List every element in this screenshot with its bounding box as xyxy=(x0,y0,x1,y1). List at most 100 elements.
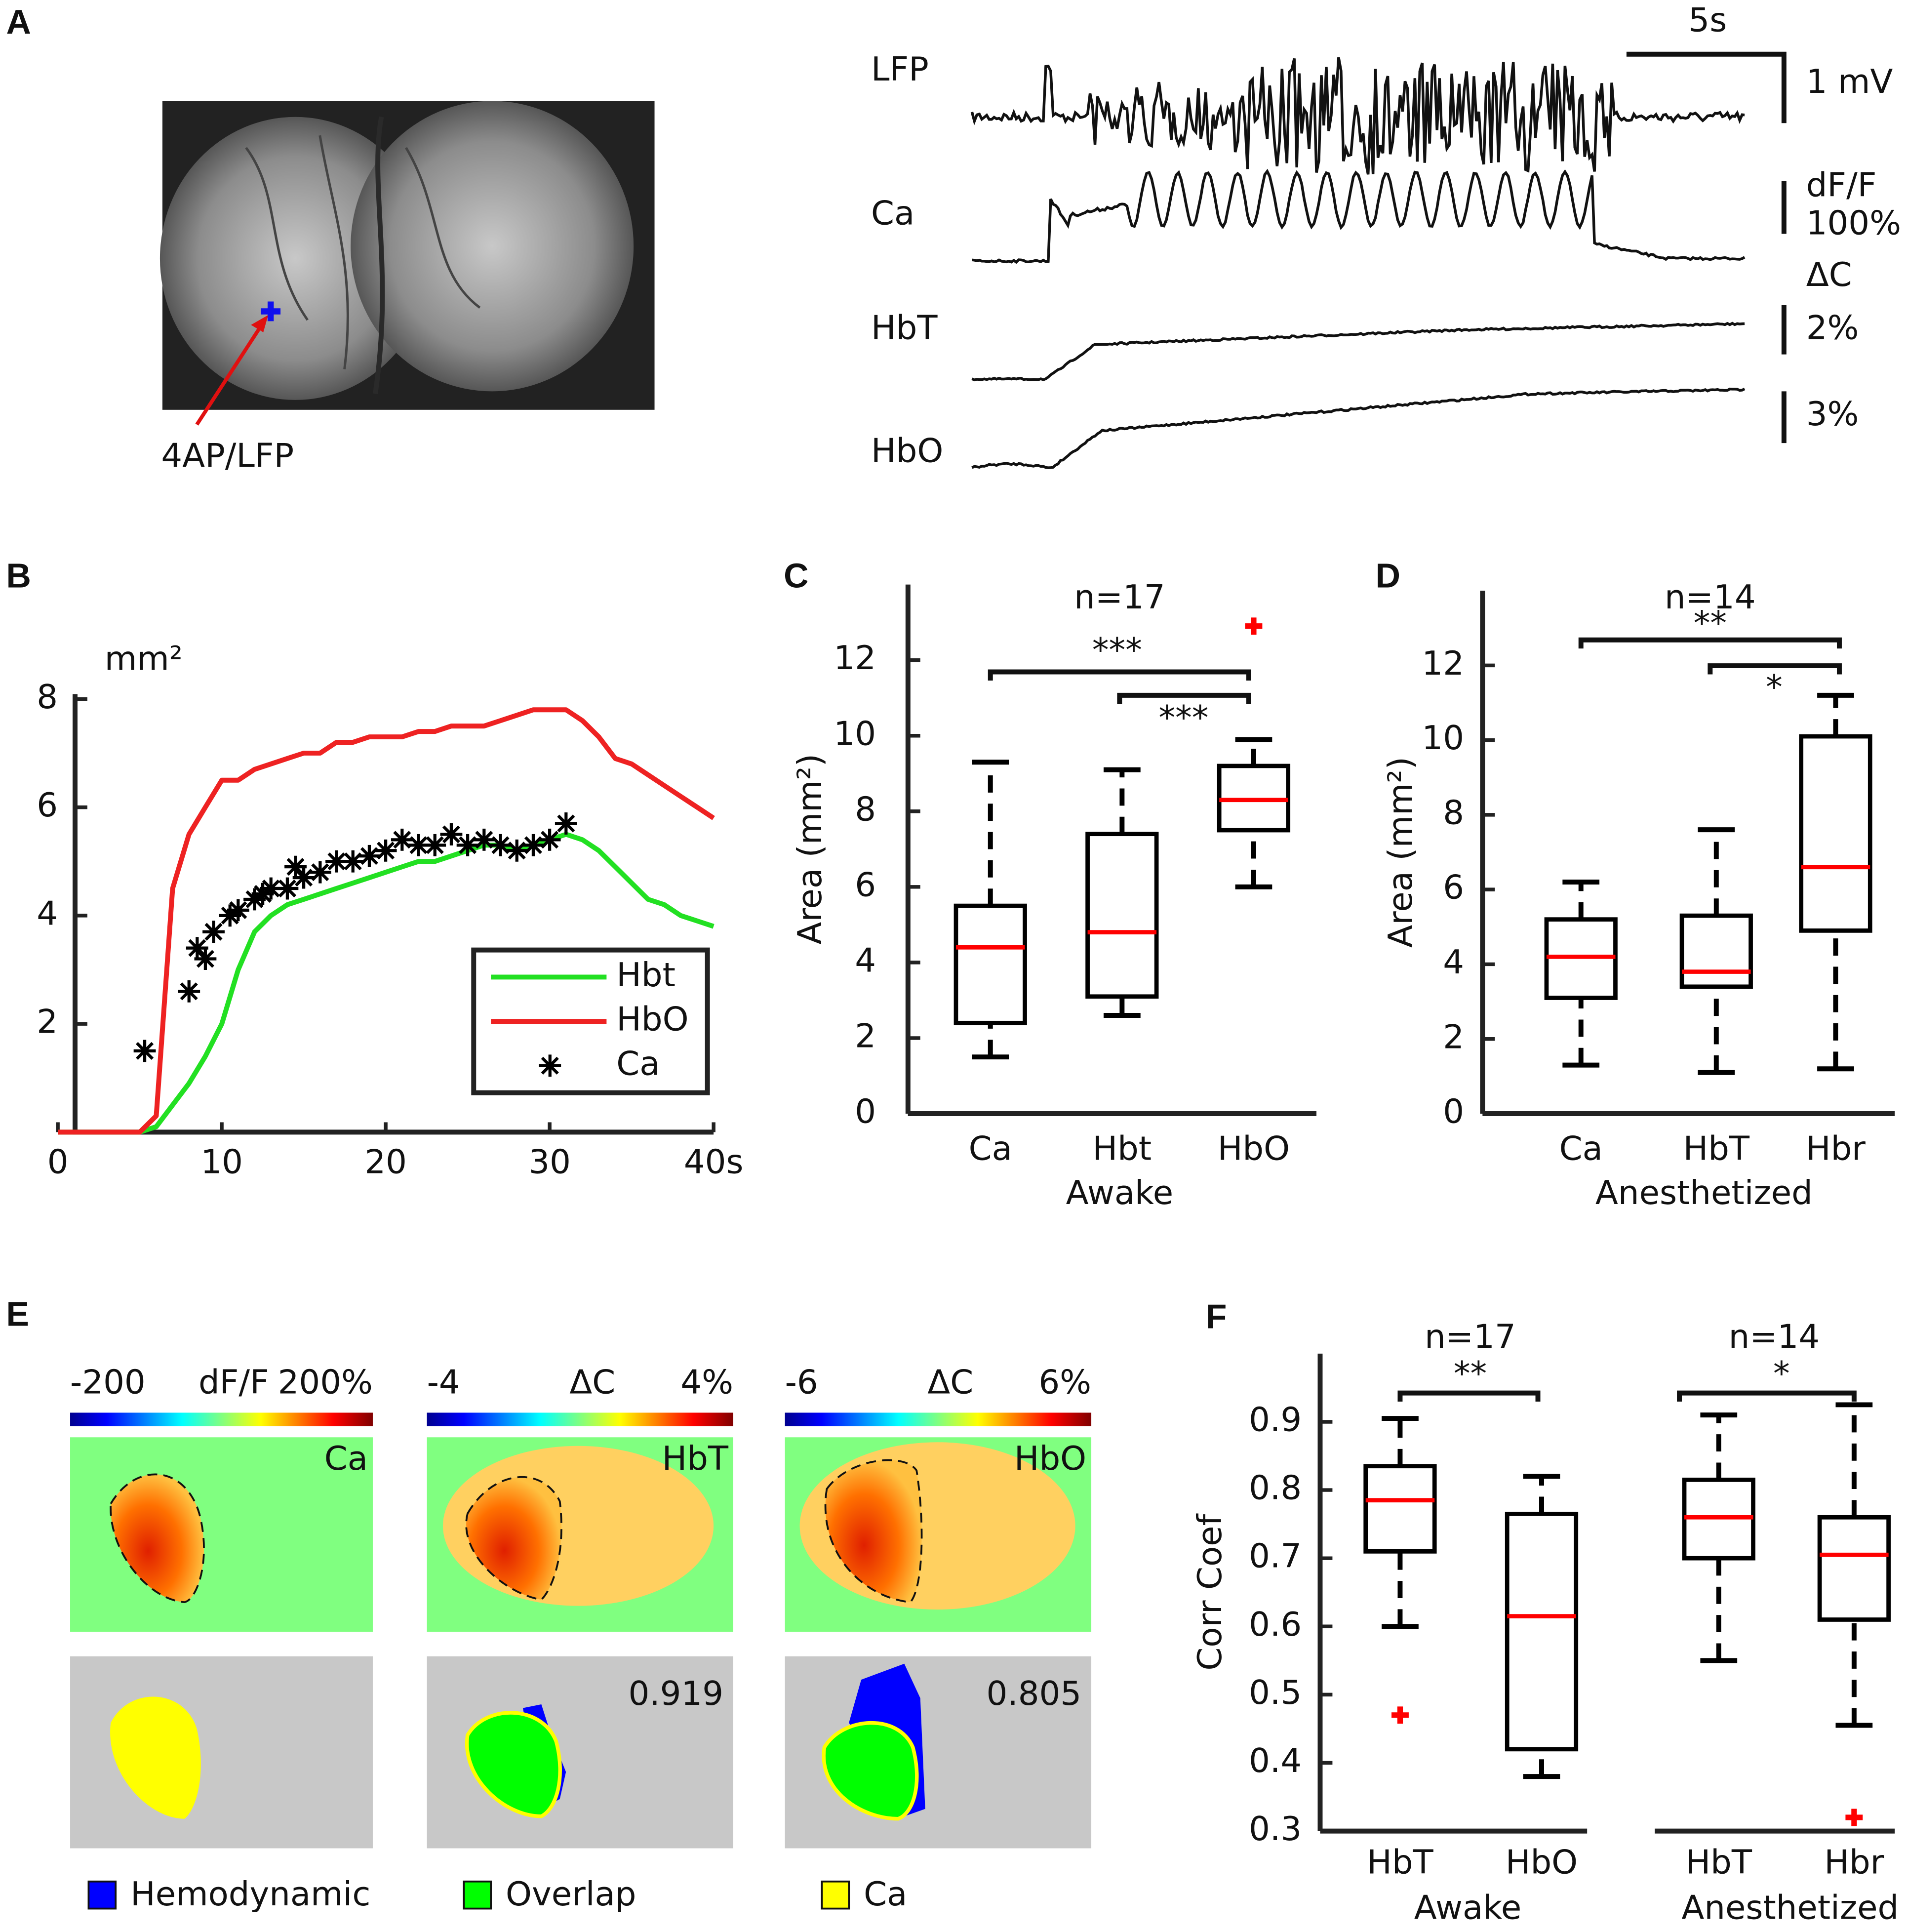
overlap-region xyxy=(822,1721,919,1821)
x-tick-label: 20 xyxy=(364,1143,407,1181)
colorbar-name: dF/F xyxy=(199,1363,269,1402)
panel-e: -200 dF/F 200% Ca -4 ΔC 4% HbT -6 ΔC 6% HbO 0.919 0.8… xyxy=(70,1363,1092,1913)
significance-label: ** xyxy=(1454,1354,1487,1393)
map-label: HbT xyxy=(662,1439,729,1478)
box xyxy=(1679,913,1753,989)
significance-bracket xyxy=(988,669,1251,681)
y-tick-label: 0.6 xyxy=(1249,1605,1302,1644)
legend-label: Hbt xyxy=(616,956,675,994)
panel-letter: F xyxy=(1206,1297,1227,1336)
trace-label: HbT xyxy=(871,308,938,347)
scale-label: 3% xyxy=(1806,395,1859,433)
box xyxy=(1085,832,1159,999)
significance-label: *** xyxy=(1158,698,1208,737)
marker xyxy=(202,921,225,943)
significance-bracket xyxy=(1578,637,1842,649)
y-tick-label: 8 xyxy=(37,678,58,716)
y-axis-label: mm² xyxy=(105,640,183,678)
scale-label: dF/F xyxy=(1806,165,1877,204)
group-label: Awake xyxy=(1414,1889,1521,1927)
y-tick-label: 12 xyxy=(834,639,876,677)
outlier xyxy=(1845,1809,1863,1826)
box xyxy=(954,903,1027,1025)
colorbar-name: ΔC xyxy=(927,1363,973,1402)
arrow-head xyxy=(251,315,269,332)
y-tick-label: 0 xyxy=(1443,1092,1464,1131)
scale-bars xyxy=(1626,51,1787,443)
legend-label: Ca xyxy=(864,1875,907,1913)
y-tick-label: 0.5 xyxy=(1249,1673,1302,1712)
x-tick-label: Hbr xyxy=(1806,1129,1866,1167)
y-tick-label: 4 xyxy=(1443,943,1464,981)
outlier xyxy=(1245,617,1263,635)
box xyxy=(1799,734,1872,933)
y-tick-label: 0 xyxy=(855,1092,876,1131)
group-title: n=17 xyxy=(1425,1318,1516,1356)
significance-bracket xyxy=(1117,692,1251,704)
y-tick-label: 12 xyxy=(1422,644,1464,683)
panel-letter: C xyxy=(784,557,808,595)
ca-region xyxy=(110,1696,201,1819)
y-axis-label: Area (mm²) xyxy=(1381,757,1420,948)
x-tick-label: HbT xyxy=(1683,1129,1750,1167)
marker xyxy=(276,877,299,900)
marker xyxy=(440,823,463,845)
y-tick-label: 0.4 xyxy=(1249,1741,1302,1780)
trace-label: LFP xyxy=(871,50,929,88)
scale-label: 1 mV xyxy=(1806,62,1893,101)
y-tick-label: 0.8 xyxy=(1249,1469,1302,1507)
x-tick-label: Hbr xyxy=(1824,1843,1884,1881)
panel-letter: B xyxy=(6,557,31,595)
scale-label: 2% xyxy=(1806,308,1859,347)
overlap-value: 0.919 xyxy=(628,1674,723,1713)
marker xyxy=(391,828,413,851)
vessels xyxy=(245,135,481,369)
y-tick-label: 0.3 xyxy=(1249,1810,1302,1848)
y-tick-label: 2 xyxy=(37,1003,58,1041)
colorbar-max: 200% xyxy=(278,1363,373,1402)
marker xyxy=(219,904,241,927)
marker xyxy=(325,850,348,873)
colorbar-name: ΔC xyxy=(569,1363,615,1402)
y-tick-label: 6 xyxy=(37,786,58,824)
y-tick-label: 6 xyxy=(855,865,876,904)
box xyxy=(1817,1515,1891,1622)
colorbar-min: -4 xyxy=(427,1363,460,1402)
marker xyxy=(489,834,512,856)
marker xyxy=(251,883,274,905)
marker xyxy=(342,850,364,873)
traces xyxy=(970,57,1746,469)
marker xyxy=(555,812,577,835)
midline xyxy=(373,116,385,395)
marker xyxy=(506,839,528,862)
marker xyxy=(133,1040,156,1062)
trace xyxy=(970,57,1745,175)
x-tick-label: 30 xyxy=(528,1143,571,1181)
overlap-value: 0.805 xyxy=(987,1674,1082,1713)
brain-hemisphere xyxy=(351,101,634,392)
marker xyxy=(473,828,495,851)
series-line xyxy=(58,832,715,1135)
trace-label: Ca xyxy=(871,194,914,233)
marker xyxy=(260,877,282,900)
panel-letter: E xyxy=(6,1295,29,1333)
map-label: HbO xyxy=(1014,1439,1086,1478)
box xyxy=(1363,1464,1437,1554)
trace xyxy=(972,168,1746,264)
colorbar-min: -200 xyxy=(70,1363,146,1402)
y-tick-label: 10 xyxy=(1422,719,1464,757)
scale-label: 100% xyxy=(1806,204,1901,242)
y-tick-label: 4 xyxy=(37,894,58,932)
legend-label: Ca xyxy=(616,1044,660,1083)
legend-swatch xyxy=(821,1880,850,1910)
x-tick-label: HbO xyxy=(1218,1129,1290,1167)
legend-label: Hemodynamic xyxy=(130,1875,370,1913)
x-tick-label: HbO xyxy=(1506,1843,1578,1881)
trace xyxy=(971,387,1746,469)
activation xyxy=(110,1473,205,1604)
x-tick-label: Hbt xyxy=(1093,1129,1152,1167)
chart-title: n=14 xyxy=(1665,578,1756,616)
marker xyxy=(424,834,446,856)
x-tick-label: 10 xyxy=(200,1143,243,1181)
